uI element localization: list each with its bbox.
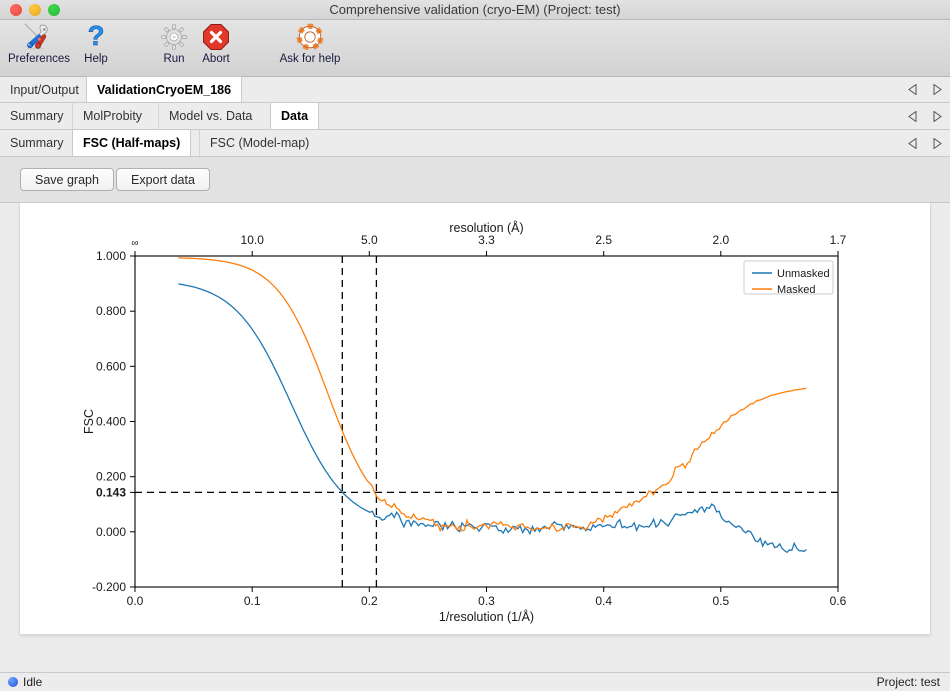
svg-text:?: ? — [87, 23, 104, 51]
